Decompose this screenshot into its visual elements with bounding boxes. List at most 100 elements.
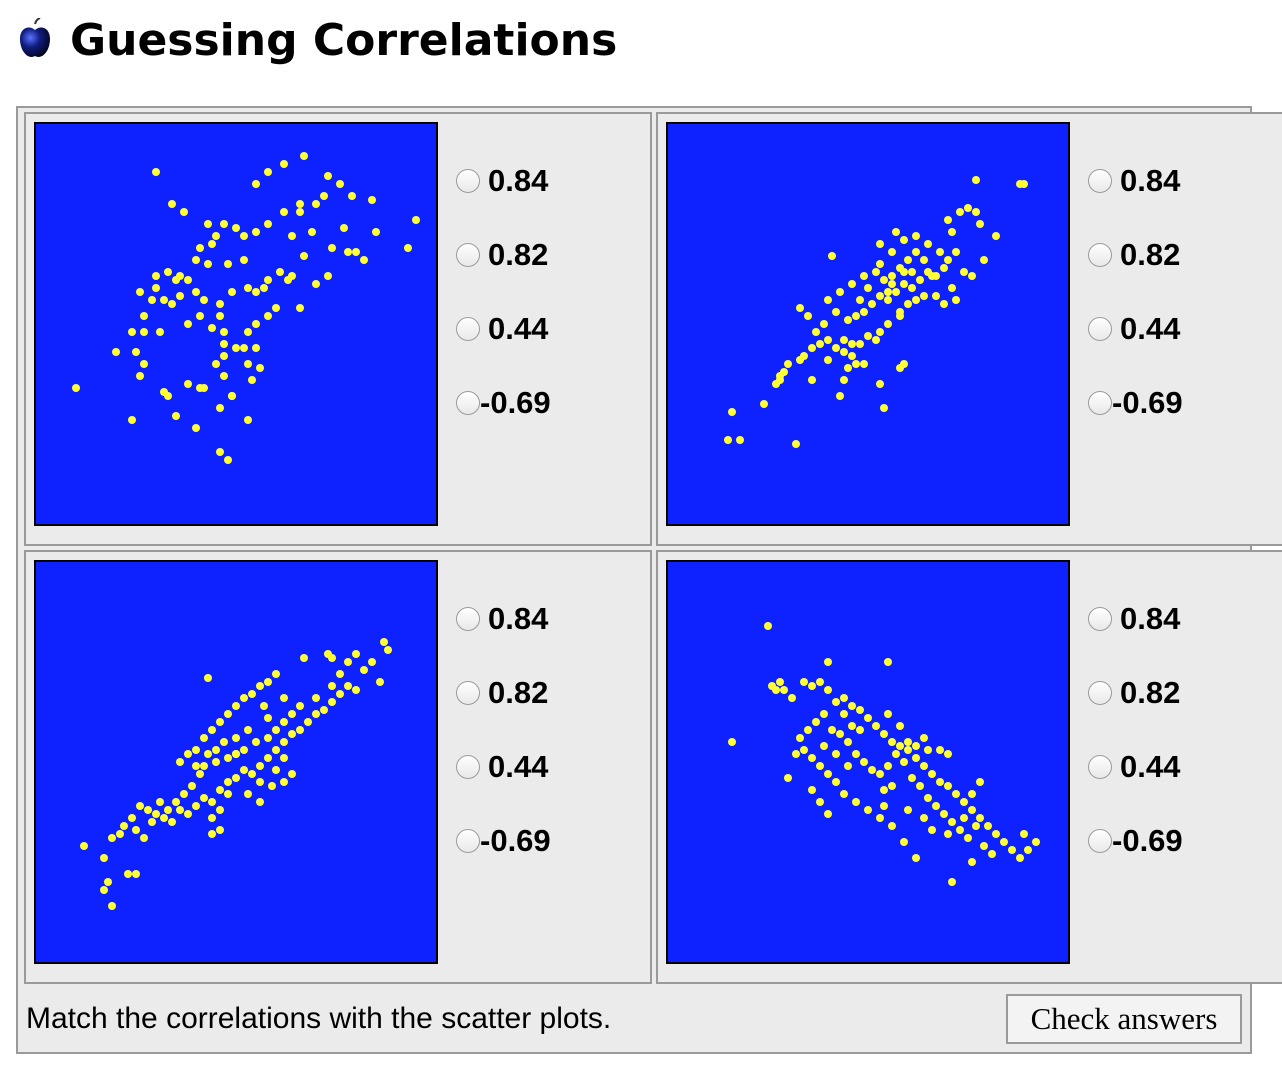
scatter-point xyxy=(988,850,996,858)
scatter-point xyxy=(972,208,980,216)
option-row: 0.84 xyxy=(1088,582,1183,656)
scatter-point xyxy=(896,722,904,730)
scatter-point xyxy=(232,224,240,232)
scatter-point xyxy=(908,284,916,292)
scatter-point xyxy=(880,730,888,738)
radio-button[interactable] xyxy=(1088,317,1112,341)
scatter-point xyxy=(808,344,816,352)
scatter-point xyxy=(796,304,804,312)
scatter-point xyxy=(304,718,312,726)
scatter-point xyxy=(168,200,176,208)
scatter-point xyxy=(272,670,280,678)
scatter-point xyxy=(928,826,936,834)
scatter-point xyxy=(828,252,836,260)
option-label: 0.44 xyxy=(1120,311,1181,346)
option-row: -0.69 xyxy=(1088,366,1183,440)
scatter-point xyxy=(376,678,384,686)
scatter-point xyxy=(984,822,992,830)
scatter-point xyxy=(844,316,852,324)
scatter-point xyxy=(852,750,860,758)
scatter-point xyxy=(224,456,232,464)
scatter-point xyxy=(272,766,280,774)
scatter-point xyxy=(224,778,232,786)
radio-button[interactable] xyxy=(456,391,480,415)
scatter-point xyxy=(100,854,108,862)
radio-button[interactable] xyxy=(456,755,480,779)
scatter-point xyxy=(244,360,252,368)
scatter-point xyxy=(856,726,864,734)
scatter-point xyxy=(992,232,1000,240)
scatter-point xyxy=(1020,830,1028,838)
radio-button[interactable] xyxy=(456,607,480,631)
scatter-point xyxy=(808,376,816,384)
radio-button[interactable] xyxy=(456,243,480,267)
radio-button[interactable] xyxy=(1088,607,1112,631)
scatter-point xyxy=(956,208,964,216)
scatter-point xyxy=(792,750,800,758)
radio-button[interactable] xyxy=(1088,829,1112,853)
scatter-point xyxy=(248,690,256,698)
radio-button[interactable] xyxy=(1088,755,1112,779)
scatter-point xyxy=(888,280,896,288)
scatter-point xyxy=(844,364,852,372)
scatter-point xyxy=(912,742,920,750)
scatter-point xyxy=(920,292,928,300)
scatter-point xyxy=(936,248,944,256)
radio-button[interactable] xyxy=(456,317,480,341)
scatter-point xyxy=(192,288,200,296)
scatter-point xyxy=(140,834,148,842)
scatter-point xyxy=(220,372,228,380)
scatter-point xyxy=(160,814,168,822)
scatter-point xyxy=(932,802,940,810)
option-label: 0.84 xyxy=(1120,601,1181,636)
radio-button[interactable] xyxy=(1088,169,1112,193)
scatter-point xyxy=(920,734,928,742)
scatter-point xyxy=(168,818,176,826)
scatter-point xyxy=(808,786,816,794)
page-header: Guessing Correlations xyxy=(18,10,617,70)
scatter-point xyxy=(788,694,796,702)
scatter-point xyxy=(196,244,204,252)
radio-button[interactable] xyxy=(456,169,480,193)
scatter-point xyxy=(280,160,288,168)
scatter-point xyxy=(136,288,144,296)
scatter-point xyxy=(312,280,320,288)
radio-button[interactable] xyxy=(1088,391,1112,415)
check-answers-button[interactable]: Check answers xyxy=(1006,994,1242,1044)
scatter-point xyxy=(212,232,220,240)
scatter-point xyxy=(172,412,180,420)
scatter-point xyxy=(848,280,856,288)
scatter-point xyxy=(832,308,840,316)
scatter-point xyxy=(300,654,308,662)
scatter-point xyxy=(360,256,368,264)
scatter-point xyxy=(104,878,112,886)
scatter-point xyxy=(280,208,288,216)
scatter-plot xyxy=(666,560,1070,964)
radio-button[interactable] xyxy=(1088,681,1112,705)
scatter-point xyxy=(216,312,224,320)
scatter-point xyxy=(100,886,108,894)
radio-button[interactable] xyxy=(456,681,480,705)
scatter-point xyxy=(832,698,840,706)
radio-button[interactable] xyxy=(456,829,480,853)
scatter-point xyxy=(800,678,808,686)
scatter-point xyxy=(868,766,876,774)
scatter-point xyxy=(840,694,848,702)
option-label: -0.69 xyxy=(480,823,551,858)
scatter-point xyxy=(128,328,136,336)
radio-button[interactable] xyxy=(1088,243,1112,267)
scatter-point xyxy=(892,228,900,236)
scatter-point xyxy=(848,340,856,348)
scatter-point xyxy=(184,810,192,818)
scatter-point xyxy=(956,826,964,834)
scatter-point xyxy=(328,698,336,706)
scatter-point xyxy=(128,814,136,822)
scatter-point xyxy=(232,344,240,352)
scatter-point xyxy=(924,240,932,248)
scatter-point xyxy=(952,296,960,304)
option-row: -0.69 xyxy=(1088,804,1183,878)
scatter-point xyxy=(368,658,376,666)
scatter-point xyxy=(912,248,920,256)
scatter-point xyxy=(844,738,852,746)
scatter-point xyxy=(224,260,232,268)
